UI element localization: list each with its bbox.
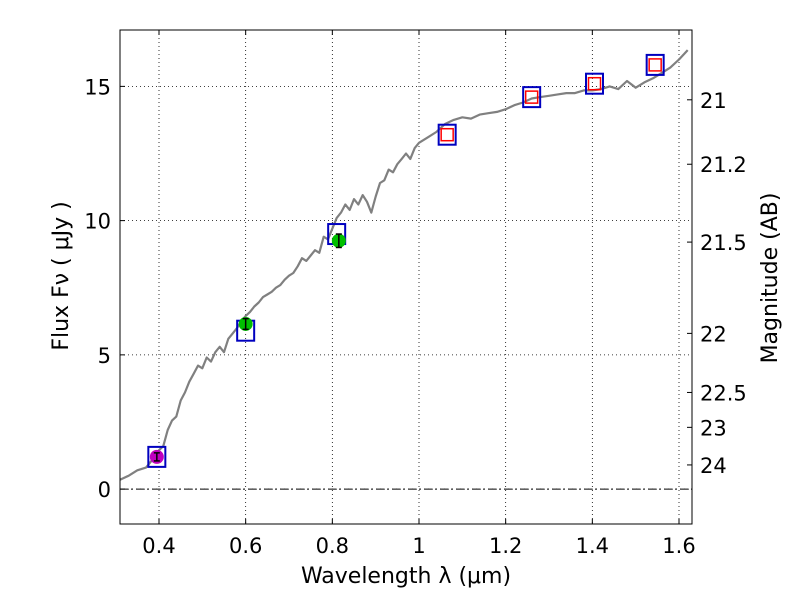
- x-tick-label: 0.4: [142, 534, 175, 558]
- magnitude-tick-label: 21: [700, 89, 727, 113]
- magnitude-tick-label: 22: [700, 322, 727, 346]
- y-tick-label: 0: [98, 478, 111, 502]
- model-photometry-markers: [147, 53, 665, 468]
- y-tick-label: 10: [84, 210, 111, 234]
- model-point: [585, 72, 604, 95]
- magnitude-tick-label: 21.2: [700, 153, 747, 177]
- magnitude-tick-label: 22.5: [700, 381, 747, 405]
- magnitude-axis-ticks: 21 21.2 21.5 22 22.5 23 24: [687, 89, 747, 478]
- nir-photometry-markers: [440, 58, 662, 142]
- x-tick-label: 1: [412, 534, 425, 558]
- model-point: [645, 53, 665, 76]
- sed-model-line: [119, 49, 689, 481]
- x-tick-label: 1.4: [576, 534, 609, 558]
- magnitude-tick-label: 21.5: [700, 231, 747, 255]
- observed-photometry-markers: [149, 233, 346, 464]
- y-tick-label: 5: [98, 344, 111, 368]
- model-point: [147, 445, 167, 468]
- y-tick-label: 15: [84, 75, 111, 99]
- x-axis-label: Wavelength λ (μm): [301, 564, 511, 589]
- magnitude-tick-label: 24: [700, 454, 727, 478]
- y-axis-ticks: 0 5 10 15: [84, 75, 125, 502]
- magnitude-tick-label: 23: [700, 416, 727, 440]
- magnitude-axis-label: Magnitude (AB): [758, 193, 783, 364]
- x-tick-label: 0.8: [316, 534, 349, 558]
- nir-point: [648, 58, 662, 72]
- plot-frame: [119, 29, 693, 525]
- x-tick-label: 1.2: [489, 534, 522, 558]
- x-tick-label: 1.6: [662, 534, 695, 558]
- model-point: [437, 123, 457, 146]
- x-tick-label: 0.6: [229, 534, 262, 558]
- model-point: [522, 86, 542, 109]
- y-axis-label: Flux Fν ( μJy ): [49, 201, 74, 350]
- nir-point: [524, 90, 539, 104]
- grid-lines: [120, 30, 692, 524]
- x-axis-ticks: 0.4 0.6 0.8 1 1.2 1.4 1.6: [142, 30, 696, 558]
- nir-point: [587, 76, 602, 91]
- nir-point: [440, 127, 454, 142]
